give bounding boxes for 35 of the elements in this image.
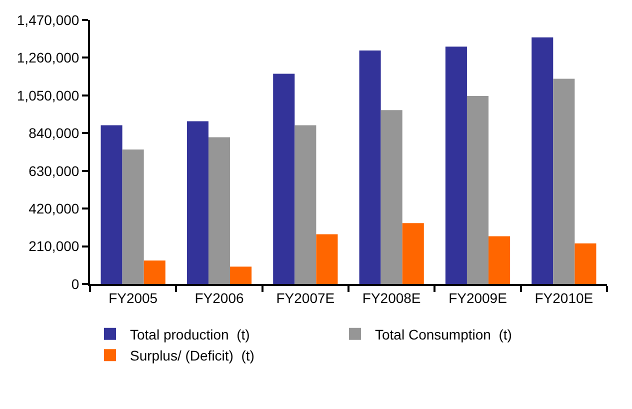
- y-tick-label: 1,050,000: [16, 87, 80, 104]
- bar: [186, 121, 208, 284]
- y-tick-label: 1,260,000: [16, 50, 80, 66]
- bar: [316, 234, 338, 284]
- legend-label: Surplus/ (Deficit) (t): [130, 348, 254, 364]
- x-tick-label: FY2010E: [534, 290, 594, 306]
- legend-label: Total production (t): [130, 326, 250, 342]
- x-tick-label: FY2005: [108, 290, 158, 306]
- y-tick-label: 210,000: [28, 238, 80, 254]
- bar: [445, 46, 467, 284]
- y-tick-label: 420,000: [28, 200, 80, 216]
- bar: [230, 266, 252, 284]
- y-tick-label: 0: [71, 276, 80, 292]
- bar: [380, 110, 402, 284]
- bar: [574, 243, 596, 284]
- bar: [208, 137, 230, 284]
- bar: [144, 260, 166, 284]
- bar: [122, 149, 144, 284]
- bar: [359, 50, 381, 284]
- bar: [273, 74, 295, 284]
- bar: [488, 236, 510, 284]
- x-tick-label: FY2007E: [276, 290, 335, 306]
- x-tick-label: FY2006: [194, 290, 244, 306]
- legend-label: Total Consumption (t): [375, 326, 512, 342]
- y-tick-label: 630,000: [28, 162, 80, 179]
- bar: [402, 223, 424, 284]
- bar: [532, 37, 554, 284]
- x-tick-label: FY2009E: [448, 290, 507, 306]
- y-tick-label: 840,000: [28, 125, 80, 142]
- bar: [553, 78, 575, 284]
- x-tick-label: FY2008E: [362, 290, 421, 306]
- bar: [100, 125, 122, 284]
- y-tick-label: 1,470,000: [16, 12, 80, 28]
- bar: [294, 125, 316, 284]
- bar: [466, 96, 489, 284]
